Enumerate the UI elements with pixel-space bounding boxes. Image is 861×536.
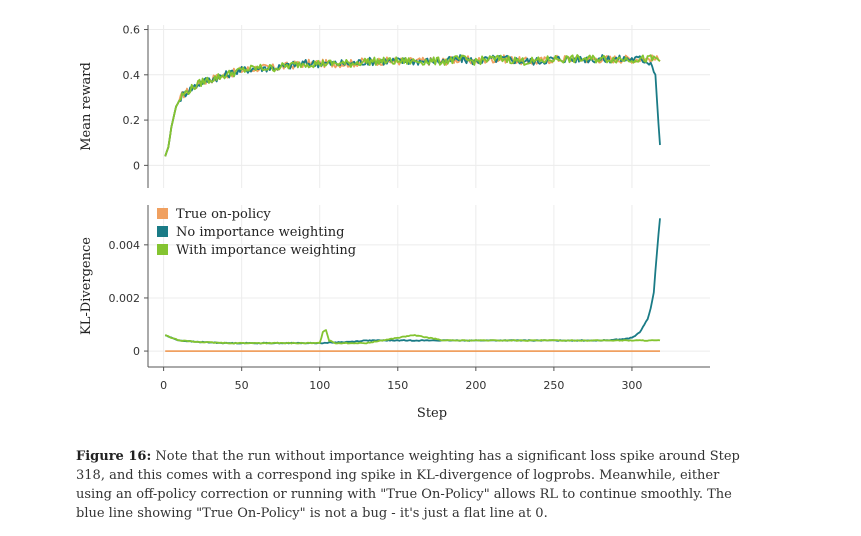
xtick-label: 100 — [309, 379, 330, 392]
xtick-label: 300 — [621, 379, 642, 392]
kl-panel-series-with-importance-weighting — [164, 329, 661, 345]
reward-panel-ylabel: Mean reward — [79, 62, 94, 151]
reward-panel-ytick-label: 0.2 — [123, 114, 141, 127]
legend-swatch — [157, 208, 168, 219]
legend-swatch — [157, 226, 168, 237]
caption-text: Note that the run without importance wei… — [76, 449, 740, 521]
xtick-label: 0 — [160, 379, 167, 392]
legend-entry: With importance weighting — [176, 243, 356, 258]
kl-panel-ytick-label: 0.002 — [109, 292, 141, 305]
legend-entry: No importance weighting — [176, 225, 344, 240]
xtick-label: 200 — [465, 379, 486, 392]
figure-canvas: 0 0.2 0.4 0.6 Mean reward 0 0.002 0.004 KL-Diver… — [79, 24, 710, 421]
reward-panel-ytick-label: 0 — [133, 159, 140, 172]
reward-panel-ytick-label: 0.4 — [123, 69, 141, 82]
kl-panel-ytick-label: 0 — [133, 345, 140, 358]
xtick-label: 50 — [235, 379, 249, 392]
reward-panel-series-no-importance-weighting — [164, 54, 661, 157]
kl-panel-ytick-label: 0.004 — [109, 239, 141, 252]
xtick-label: 150 — [387, 379, 408, 392]
reward-panel-ytick-label: 0.6 — [123, 24, 141, 37]
legend-swatch — [157, 244, 168, 255]
figure-caption: Figure 16: Note that the run without imp… — [76, 447, 756, 523]
reward-panel-series-with-importance-weighting — [164, 54, 661, 157]
legend-entry: True on-policy — [176, 207, 271, 222]
xtick-label: 250 — [543, 379, 564, 392]
x-axis-label: Step — [417, 406, 447, 421]
caption-label: Figure 16: — [76, 449, 152, 464]
kl-panel-ylabel: KL-Divergence — [79, 237, 94, 335]
